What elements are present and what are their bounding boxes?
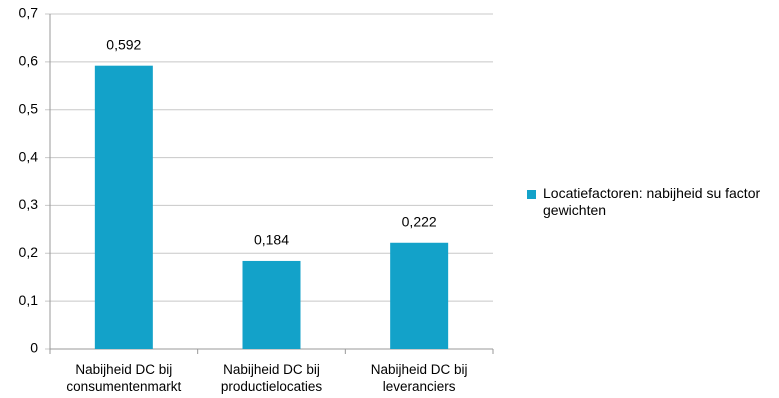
y-tick-label: 0,7 <box>19 5 39 21</box>
data-label: 0,222 <box>402 213 437 229</box>
legend: Locatiefactoren: nabijheid su factor gew… <box>527 185 777 219</box>
y-tick-label: 0,3 <box>19 196 39 212</box>
bar <box>242 260 301 349</box>
x-tick-label: Nabijheid DC bij consumentenmarkt <box>66 362 182 394</box>
y-tick-label: 0 <box>30 340 38 356</box>
legend-swatch <box>527 190 536 199</box>
data-label: 0,184 <box>254 232 289 248</box>
y-tick-label: 0,4 <box>19 148 39 164</box>
data-label: 0,592 <box>106 36 141 52</box>
y-tick-label: 0,5 <box>19 100 39 116</box>
y-tick-label: 0,6 <box>19 53 39 69</box>
x-tick-label: Nabijheid DC bij productielocaties <box>220 362 323 394</box>
bar <box>390 242 449 349</box>
y-tick-label: 0,1 <box>19 292 39 308</box>
y-tick-label: 0,2 <box>19 244 39 260</box>
x-tick-label: Nabijheid DC bij leveranciers <box>370 362 468 394</box>
legend-label: Locatiefactoren: nabijheid su factor gew… <box>543 185 761 218</box>
bar <box>94 65 153 349</box>
